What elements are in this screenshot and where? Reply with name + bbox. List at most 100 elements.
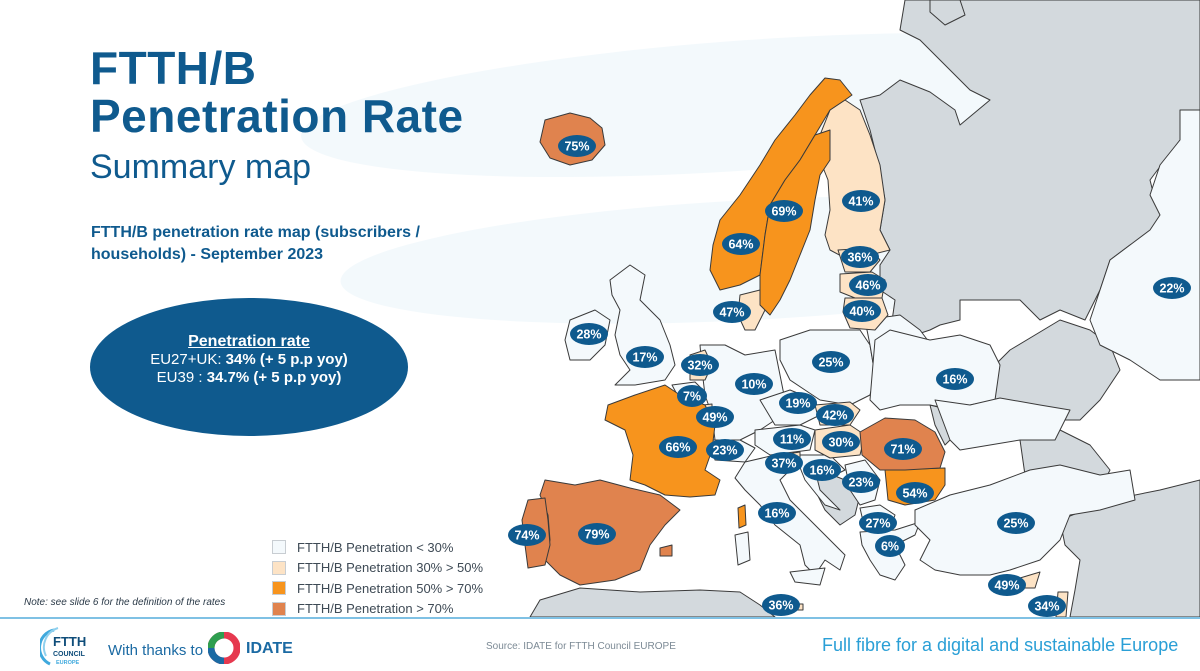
legend-label: FTTH/B Penetration 50% > 70% [297, 580, 484, 596]
value-badge-cyprus: 49% [988, 574, 1026, 596]
badge-shape [842, 471, 880, 493]
logo-text-europe: EUROPE [56, 660, 80, 666]
badge-value: 75% [564, 140, 589, 154]
badge-shape [696, 406, 734, 428]
badge-value: 46% [855, 279, 880, 293]
badge-shape [706, 439, 744, 461]
badge-shape [859, 512, 897, 534]
badge-shape [1028, 595, 1066, 617]
badge-value: 16% [809, 464, 834, 478]
badge-value: 36% [768, 599, 793, 613]
value-badge-iceland: 75% [558, 135, 596, 157]
idate-ring-segment [208, 647, 225, 664]
badge-shape [773, 428, 811, 450]
badge-shape [578, 523, 616, 545]
value-badge-finland: 41% [842, 190, 880, 212]
country-balearics [659, 544, 673, 557]
legend-label: FTTH/B Penetration < 30% [297, 539, 454, 555]
badge-value: 37% [771, 457, 796, 471]
value-badge-north-macedonia: 27% [859, 512, 897, 534]
badge-shape [681, 354, 719, 376]
badge-value: 23% [712, 444, 737, 458]
value-badge-norway: 64% [722, 233, 760, 255]
summary-row-value: 34.7% (+ 5 p.p yoy) [206, 369, 342, 386]
thanks-text: With thanks to [108, 642, 204, 659]
legend-swatch [272, 540, 286, 555]
source-text: Source: IDATE for FTTH Council EUROPE [486, 641, 676, 652]
badge-shape [822, 431, 860, 453]
badge-value: 54% [902, 487, 927, 501]
map-legend: FTTH/B Penetration < 30% FTTH/B Penetrat… [272, 537, 483, 619]
badge-value: 28% [576, 328, 601, 342]
badge-shape [626, 346, 664, 368]
badge-value: 7% [683, 390, 701, 404]
badge-shape [677, 385, 707, 407]
badge-value: 25% [818, 356, 843, 370]
summary-heading: Penetration rate [188, 333, 310, 350]
badge-value: 25% [1003, 517, 1028, 531]
badge-value: 30% [828, 436, 853, 450]
value-badge-turkey: 25% [997, 512, 1035, 534]
value-badge-portugal: 74% [508, 524, 546, 546]
badge-value: 74% [514, 529, 539, 543]
value-badge-hungary: 30% [822, 431, 860, 453]
legend-label: FTTH/B Penetration > 70% [297, 601, 454, 617]
value-badge-croatia: 16% [803, 459, 841, 481]
logo-arc [40, 628, 55, 666]
badge-shape [762, 594, 800, 616]
country-ukraine [869, 329, 1001, 411]
badge-shape [779, 392, 817, 414]
badge-shape [997, 512, 1035, 534]
badge-value: 40% [849, 305, 874, 319]
country-russia-lightstrip [934, 397, 1071, 451]
badge-shape [849, 274, 887, 296]
value-badge-greece: 6% [875, 535, 905, 557]
badge-value: 19% [785, 397, 810, 411]
badge-value: 47% [719, 306, 744, 320]
footer [0, 619, 1200, 671]
logo-arc [42, 627, 59, 657]
value-badge-kazakhstan: 22% [1153, 277, 1191, 299]
badge-value: 49% [994, 579, 1019, 593]
value-badge-malta: 36% [762, 594, 800, 616]
badge-shape [1153, 277, 1191, 299]
value-badge-czechia: 19% [779, 392, 817, 414]
badge-value: 22% [1159, 282, 1184, 296]
europe-map: 75%64%69%41%36%46%40%47%28%17%32%7%49%10… [508, 0, 1200, 617]
definition-note: Note: see slide 6 for the definition of … [24, 597, 226, 608]
idate-name: IDATE [246, 640, 293, 657]
badge-shape [765, 452, 803, 474]
badge-value: 32% [687, 359, 712, 373]
page-subtitle: Summary map [90, 148, 312, 186]
legend-label: FTTH/B Penetration 30% > 50% [297, 560, 484, 576]
badge-shape [875, 535, 905, 557]
badge-shape [896, 482, 934, 504]
badge-value: 34% [1034, 600, 1059, 614]
badge-shape [722, 233, 760, 255]
value-badge-luxembourg: 49% [696, 406, 734, 428]
value-badge-united-kingdom: 17% [626, 346, 664, 368]
value-badge-belgium: 7% [677, 385, 707, 407]
badge-value: 16% [764, 507, 789, 521]
badge-value: 49% [702, 411, 727, 425]
logo-text-council: COUNCIL [53, 651, 86, 658]
legend-item: FTTH/B Penetration 50% > 70% [272, 578, 483, 599]
summary-row-label: EU27+UK: [150, 351, 226, 368]
country-sardinia [734, 531, 751, 566]
legend-item: FTTH/B Penetration > 70% [272, 599, 483, 620]
country-sweden [759, 129, 831, 316]
badge-shape [842, 190, 880, 212]
summary-row-eu27uk: EU27+UK: 34% (+ 5 p.p yoy) [90, 351, 408, 369]
logo-text-ftth: FTTH [53, 634, 86, 649]
value-badge-belarus: 16% [936, 368, 974, 390]
legend-item: FTTH/B Penetration < 30% [272, 537, 483, 558]
value-badge-switzerland: 23% [706, 439, 744, 461]
value-badge-slovenia: 37% [765, 452, 803, 474]
legend-swatch [272, 581, 286, 596]
idate-logo-icon [208, 632, 240, 664]
region-north-africa [529, 587, 776, 617]
badge-value: 11% [780, 433, 804, 447]
value-badge-poland: 25% [812, 351, 850, 373]
country-kazakhstan [1089, 109, 1200, 381]
badge-value: 42% [822, 409, 847, 423]
